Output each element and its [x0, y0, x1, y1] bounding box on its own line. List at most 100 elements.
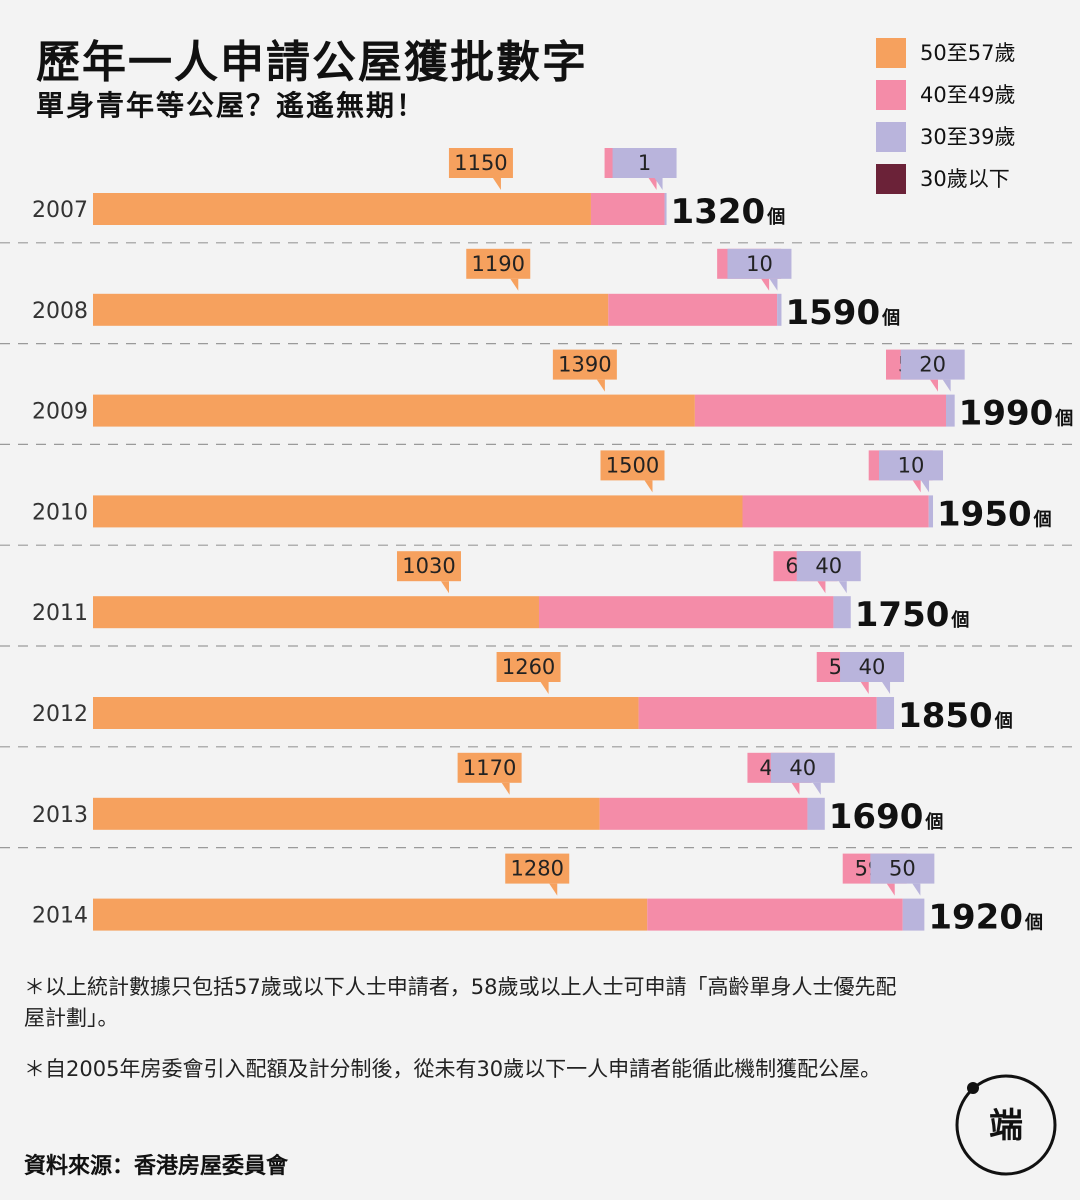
year-label: 2013	[32, 803, 88, 828]
bar-segment	[599, 797, 808, 830]
value-callout: 1260	[496, 652, 561, 694]
bar-segment	[93, 394, 695, 427]
value-callout-box	[466, 248, 531, 279]
value-callout-box	[505, 853, 570, 884]
total-label: 1590	[785, 293, 880, 333]
value-callout-pointer	[501, 782, 510, 795]
legend-label-50-57: 50至57歲	[920, 41, 1016, 65]
value-callout-pointer	[769, 278, 778, 291]
year-label: 2009	[32, 400, 88, 425]
stacked-bar-chart: 2007115017011320個20081190390101590個20091…	[0, 148, 1080, 938]
chart-title: 歷年一人申請公屋獲批數字	[36, 37, 588, 88]
value-label: 20	[919, 353, 946, 377]
total-label: 1750	[855, 595, 950, 635]
value-callout-pointer	[886, 883, 895, 896]
value-callout: 1280	[505, 853, 570, 896]
value-callout-pointer	[912, 480, 921, 493]
value-callout-pointer	[440, 581, 449, 594]
bar-segment	[742, 495, 929, 528]
value-callout: 10	[879, 450, 944, 493]
total-label: 1690	[829, 797, 924, 837]
value-callout-box	[496, 652, 561, 682]
legend-swatch-under-30	[876, 164, 906, 194]
value-callout-pointer	[942, 379, 951, 392]
value-label: 1150	[454, 151, 507, 175]
total-label: 1990	[959, 394, 1054, 434]
total-label: 1320	[671, 192, 766, 232]
value-callout: 1	[612, 148, 677, 190]
logo-dot	[967, 1082, 979, 1094]
value-callout-box	[552, 349, 617, 380]
bar-segment	[777, 293, 782, 326]
value-callout: 1030	[396, 551, 461, 594]
value-callout-box	[396, 551, 461, 582]
legend-swatch-50-57	[876, 38, 906, 68]
value-callout-pointer	[921, 480, 930, 493]
logo-text: 端	[989, 1106, 1023, 1146]
total-unit: 個	[950, 610, 969, 631]
total-unit: 個	[881, 308, 900, 329]
value-callout-box	[770, 752, 835, 783]
year-label: 2011	[32, 601, 88, 626]
total-unit: 個	[766, 207, 785, 228]
value-callout-pointer	[930, 379, 939, 392]
value-label: 10	[898, 453, 925, 477]
bar-segment	[638, 697, 877, 729]
year-label: 2012	[32, 702, 88, 727]
year-label: 2010	[32, 500, 88, 525]
legend-label-30-39: 30至39歲	[920, 125, 1016, 149]
value-callout-pointer	[817, 581, 826, 594]
value-label: 1260	[502, 655, 555, 679]
value-label: 1500	[606, 453, 659, 477]
total-label: 1920	[928, 898, 1023, 938]
total-unit: 個	[1024, 913, 1043, 934]
value-callout-box	[900, 349, 965, 380]
value-callout-pointer	[648, 178, 657, 190]
value-label: 50	[889, 857, 916, 881]
year-label: 2014	[32, 904, 88, 929]
value-callout-box	[727, 248, 792, 279]
legend-label-40-49: 40至49歲	[920, 83, 1016, 107]
bar-segment	[902, 898, 925, 931]
year-label: 2008	[32, 299, 88, 324]
value-callout-pointer	[540, 682, 549, 694]
value-callout-box	[600, 450, 665, 481]
value-callout-pointer	[654, 178, 663, 190]
legend-swatch-40-49	[876, 80, 906, 110]
logo-ring	[955, 1074, 1057, 1176]
bar-segment	[833, 596, 851, 629]
value-callout-box	[840, 652, 905, 682]
total-unit: 個	[1054, 409, 1073, 430]
value-callout: 40	[840, 652, 905, 694]
total-unit: 個	[1033, 509, 1052, 530]
bar-segment	[807, 797, 825, 830]
bar-segment	[93, 193, 591, 225]
bar-segment	[647, 898, 903, 931]
value-callout-box	[796, 551, 861, 582]
value-label: 1190	[472, 252, 525, 276]
bar-segment	[590, 193, 665, 225]
value-callout-pointer	[761, 278, 770, 291]
value-callout: 1500	[600, 450, 665, 493]
value-callout-box	[448, 148, 513, 178]
bar-segment	[928, 495, 934, 528]
total-unit: 個	[994, 711, 1013, 732]
bar-segment	[946, 394, 955, 427]
bar-segment	[93, 495, 743, 528]
value-callout: 40	[770, 752, 835, 795]
value-callout: 10	[727, 248, 792, 291]
value-callout-pointer	[644, 480, 653, 493]
value-label: 1170	[463, 756, 516, 780]
bar-segment	[93, 293, 609, 326]
total-label: 1850	[898, 696, 993, 736]
value-callout-pointer	[912, 883, 921, 896]
bar-segment	[664, 193, 667, 225]
value-callout-pointer	[549, 883, 558, 896]
data-source: 資料來源：香港房屋委員會	[24, 1154, 289, 1179]
legend-label-under-30: 30歲以下	[920, 167, 1010, 191]
value-callout: 1390	[552, 349, 617, 392]
value-callout: 1170	[457, 752, 522, 795]
value-label: 40	[859, 655, 886, 679]
bar-segment	[608, 293, 778, 326]
value-callout-pointer	[882, 682, 891, 694]
